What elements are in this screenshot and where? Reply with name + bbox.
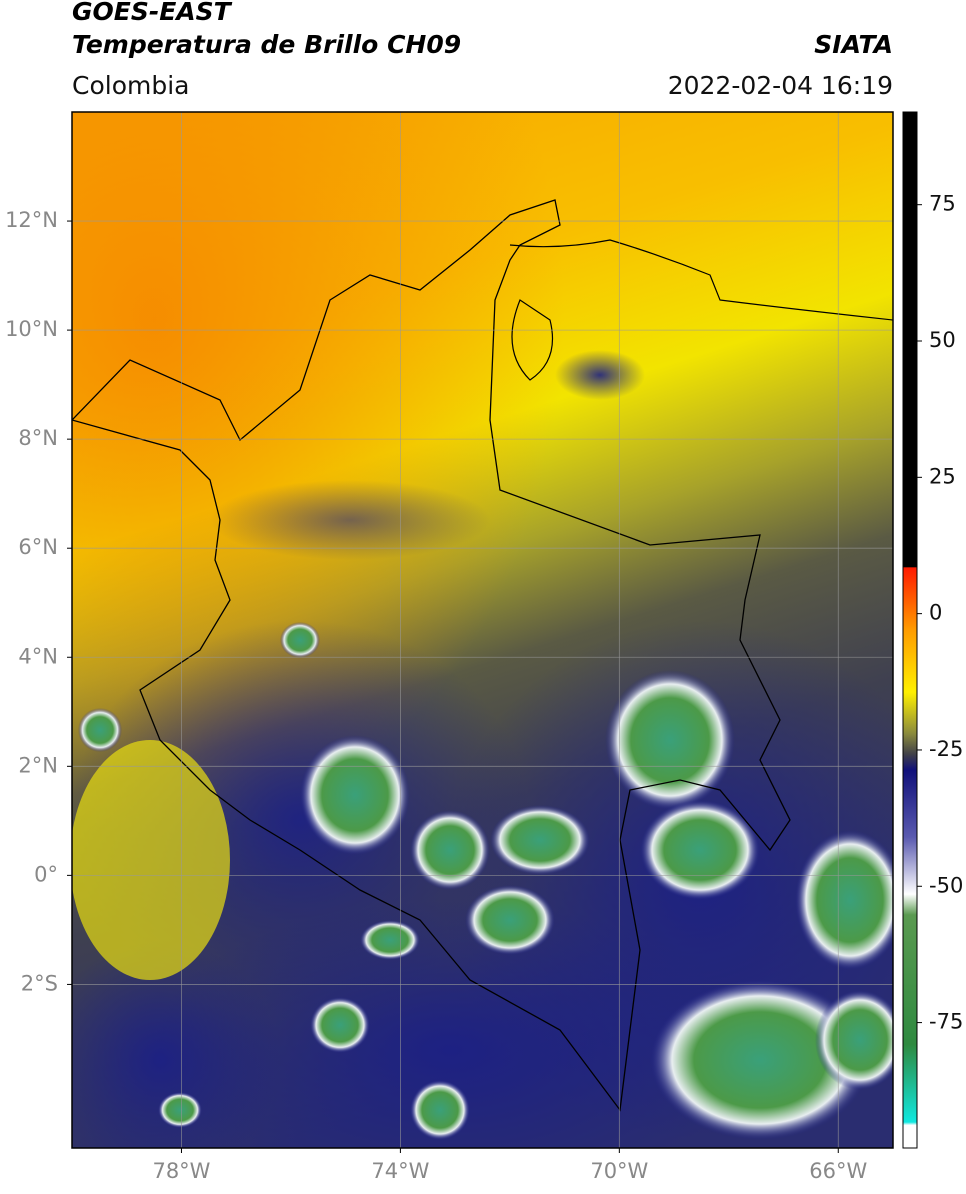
source: SIATA <box>814 30 893 59</box>
timestamp: 2022-02-04 16:19 <box>668 71 893 100</box>
y-tick-label: 2°S <box>21 971 58 995</box>
y-tick-label: 0° <box>34 862 58 886</box>
map-frame <box>71 111 894 1149</box>
y-tick-label: 6°N <box>18 535 58 559</box>
region: Colombia <box>72 71 189 100</box>
colorbar-tick-label: 25 <box>929 464 956 488</box>
colorbar <box>902 111 918 1149</box>
title-line2: Temperatura de Brillo CH09 <box>72 30 461 59</box>
colorbar-tick-label: -25 <box>929 737 963 761</box>
colorbar-tick-label: 0 <box>929 601 942 625</box>
colorbar-tick-label: -50 <box>929 873 963 897</box>
y-tick-label: 8°N <box>18 426 58 450</box>
x-tick-label: 74°W <box>371 1159 429 1183</box>
colorbar-tick-label: -75 <box>929 1010 963 1034</box>
y-tick-label: 12°N <box>5 208 58 232</box>
colorbar-tick-label: 50 <box>929 328 956 352</box>
x-tick-label: 70°W <box>590 1159 648 1183</box>
grid <box>72 112 893 1148</box>
imagery <box>72 112 893 1148</box>
y-tick-label: 10°N <box>5 317 58 341</box>
y-tick-label: 2°N <box>18 753 58 777</box>
title-line1: GOES-EAST <box>72 0 233 26</box>
x-tick-label: 78°W <box>152 1159 210 1183</box>
x-tick-label: 66°W <box>809 1159 867 1183</box>
y-tick-label: 4°N <box>18 644 58 668</box>
colorbar-tick-label: 75 <box>929 192 956 216</box>
